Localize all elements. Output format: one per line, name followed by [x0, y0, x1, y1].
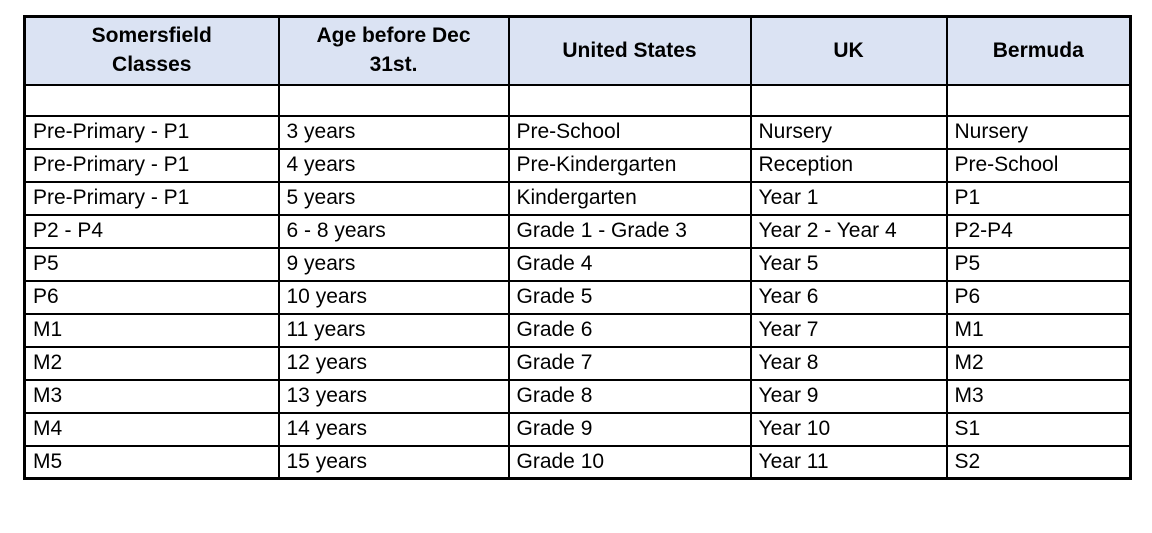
header-label: Somersfield Classes	[91, 24, 212, 76]
table-cell: Grade 10	[507, 444, 752, 480]
table-cell: 13 years	[277, 378, 510, 414]
table-cell: P6	[23, 279, 280, 315]
table-cell: M2	[23, 345, 280, 381]
table-cell: 9 years	[277, 246, 510, 282]
table-cell: Reception	[749, 147, 948, 183]
table-cell: Grade 7	[507, 345, 752, 381]
header-cell-bermuda: Bermuda	[945, 15, 1132, 86]
table-cell: Year 2 - Year 4	[749, 213, 948, 249]
table-row: P2 - P4 6 - 8 years Grade 1 - Grade 3 Year …	[23, 213, 1132, 249]
table-cell: Nursery	[749, 114, 948, 150]
table-cell: 12 years	[277, 345, 510, 381]
table-cell: 14 years	[277, 411, 510, 447]
spacer-row	[23, 83, 1132, 117]
table-row: M2 12 years Grade 7 Year 8 M2	[23, 345, 1132, 381]
table-cell: 15 years	[277, 444, 510, 480]
table-row: Pre-Primary - P1 3 years Pre-School Nursery…	[23, 114, 1132, 150]
table-cell: Year 1	[749, 180, 948, 216]
table-row: M1 11 years Grade 6 Year 7 M1	[23, 312, 1132, 348]
spacer-cell	[23, 83, 280, 117]
table-cell: P5	[945, 246, 1132, 282]
table-cell: P5	[23, 246, 280, 282]
table-cell: M3	[945, 378, 1132, 414]
table-body: Pre-Primary - P1 3 years Pre-School Nursery…	[23, 83, 1132, 480]
table-cell: Year 8	[749, 345, 948, 381]
table-cell: Grade 5	[507, 279, 752, 315]
table-cell: Pre-Kindergarten	[507, 147, 752, 183]
table-cell: Pre-School	[945, 147, 1132, 183]
table-cell: 6 - 8 years	[277, 213, 510, 249]
table-row: Pre-Primary - P1 5 years Kindergarten Year …	[23, 180, 1132, 216]
spacer-cell	[277, 83, 510, 117]
table-cell: Grade 4	[507, 246, 752, 282]
table-cell: Pre-Primary - P1	[23, 147, 280, 183]
table-row: M4 14 years Grade 9 Year 10 S1	[23, 411, 1132, 447]
header-label: Age before Dec 31st.	[316, 24, 471, 76]
header-cell-somersfield: Somersfield Classes	[23, 15, 280, 86]
table-cell: P2 - P4	[23, 213, 280, 249]
spacer-cell	[945, 83, 1132, 117]
table-cell: Year 11	[749, 444, 948, 480]
table-cell: Grade 1 - Grade 3	[507, 213, 752, 249]
table-cell: 10 years	[277, 279, 510, 315]
table-cell: Year 5	[749, 246, 948, 282]
spacer-cell	[507, 83, 752, 117]
table-cell: S2	[945, 444, 1132, 480]
table-cell: M4	[23, 411, 280, 447]
spacer-cell	[749, 83, 948, 117]
table-cell: M2	[945, 345, 1132, 381]
table-cell: Grade 8	[507, 378, 752, 414]
table-cell: Year 10	[749, 411, 948, 447]
header-label: UK	[833, 38, 864, 62]
table-cell: Grade 6	[507, 312, 752, 348]
table-row: P5 9 years Grade 4 Year 5 P5	[23, 246, 1132, 282]
table-cell: P2-P4	[945, 213, 1132, 249]
table-header-row: Somersfield Classes Age before Dec 31st. U…	[23, 15, 1132, 86]
table-cell: M1	[23, 312, 280, 348]
table-cell: Year 7	[749, 312, 948, 348]
header-label: Bermuda	[992, 38, 1084, 62]
table-cell: Grade 9	[507, 411, 752, 447]
table-cell: S1	[945, 411, 1132, 447]
table-row: P6 10 years Grade 5 Year 6 P6	[23, 279, 1132, 315]
table-cell: Nursery	[945, 114, 1132, 150]
table-cell: 4 years	[277, 147, 510, 183]
table-row: Pre-Primary - P1 4 years Pre-Kindergarten R…	[23, 147, 1132, 183]
table-cell: P6	[945, 279, 1132, 315]
table-cell: 3 years	[277, 114, 510, 150]
table-cell: M3	[23, 378, 280, 414]
header-cell-age: Age before Dec 31st.	[277, 15, 510, 86]
table-cell: M5	[23, 444, 280, 480]
table-cell: Kindergarten	[507, 180, 752, 216]
header-cell-us: United States	[507, 15, 752, 86]
table-cell: Pre-School	[507, 114, 752, 150]
table-cell: Year 6	[749, 279, 948, 315]
header-cell-uk: UK	[749, 15, 948, 86]
table-row: M5 15 years Grade 10 Year 11 S2	[23, 444, 1132, 480]
class-comparison-table: Somersfield Classes Age before Dec 31st. U…	[23, 15, 1132, 480]
table-cell: 11 years	[277, 312, 510, 348]
header-label: United States	[562, 38, 697, 62]
table-row: M3 13 years Grade 8 Year 9 M3	[23, 378, 1132, 414]
table-cell: Year 9	[749, 378, 948, 414]
table-cell: P1	[945, 180, 1132, 216]
table-cell: Pre-Primary - P1	[23, 114, 280, 150]
table-cell: Pre-Primary - P1	[23, 180, 280, 216]
table-cell: 5 years	[277, 180, 510, 216]
table-cell: M1	[945, 312, 1132, 348]
